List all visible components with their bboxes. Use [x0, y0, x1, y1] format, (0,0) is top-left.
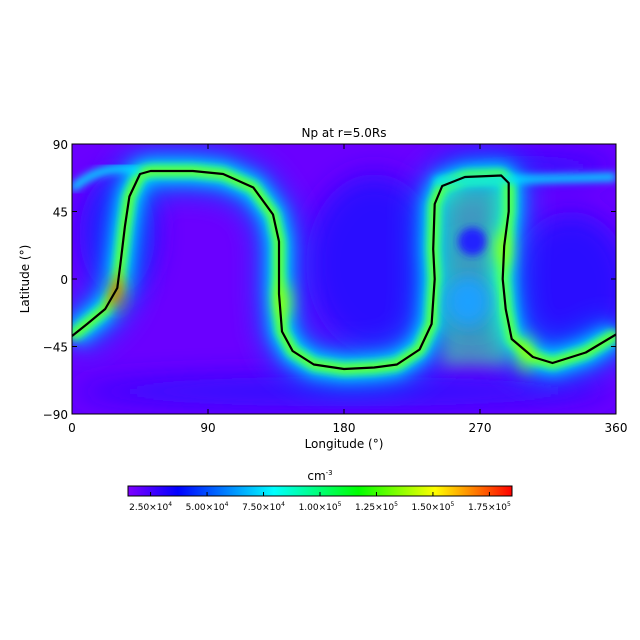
colorbar-label: cm-3	[307, 469, 332, 483]
heatmap-peak	[111, 276, 124, 312]
heatmap-low-region	[458, 227, 487, 256]
contour-line	[72, 169, 616, 371]
colorbar-unit-exponent: -3	[326, 469, 333, 477]
heatmap-low-region	[306, 174, 443, 354]
x-axis-label: Longitude (°)	[305, 437, 384, 451]
heatmap-low-region	[510, 211, 616, 362]
colorbar-tick-mantissa: 7.50×10	[242, 503, 281, 513]
colorbar-tick-exponent: 5	[394, 501, 398, 508]
colorbar-tick-mantissa: 2.50×10	[129, 503, 168, 513]
colorbar-tick-label: 1.00×105	[299, 501, 342, 513]
colorbar-tick-label: 1.75×105	[468, 501, 511, 513]
heatmap-peak	[519, 336, 532, 372]
heatmap-density-band	[72, 164, 616, 193]
heatmap-low-region	[72, 376, 616, 407]
colorbar-tick-exponent: 4	[281, 501, 285, 508]
x-tick-label: 270	[469, 421, 492, 435]
heatmap-low-region	[445, 277, 490, 326]
heatmap-density-band	[442, 186, 509, 366]
chart-title: Np at r=5.0Rs	[302, 126, 387, 140]
y-axis-label: Latitude (°)	[18, 245, 32, 314]
colorbar-tick-label: 5.00×104	[186, 501, 229, 513]
x-tick-label: 90	[200, 421, 215, 435]
x-tick-label: 0	[68, 421, 76, 435]
colorbar: cm-3 2.50×104 5.00×104 7.50×104 1.00×105 1.2…	[127, 469, 513, 513]
x-tick-label: 360	[605, 421, 628, 435]
colorbar-tick-exponent: 5	[507, 501, 511, 508]
colorbar-tick-exponent: 5	[338, 501, 342, 508]
colorbar-unit: cm	[307, 469, 325, 483]
heatmap	[72, 144, 616, 414]
colorbar-tick-label: 2.50×104	[129, 501, 172, 513]
y-tick-label: 45	[53, 206, 68, 220]
y-tick-label: −45	[43, 341, 68, 355]
colorbar-tick-exponent: 4	[225, 501, 229, 508]
y-tick-label: 0	[60, 273, 68, 287]
y-tick-label: 90	[53, 138, 68, 152]
colorbar-tick-mantissa: 1.25×10	[355, 503, 394, 513]
colorbar-tick-exponent: 5	[451, 501, 455, 508]
colorbar-tick-label: 1.50×105	[412, 501, 455, 513]
colorbar-tick-mantissa: 1.50×10	[412, 503, 451, 513]
x-tick-label: 180	[333, 421, 356, 435]
colorbar-tick-mantissa: 1.75×10	[468, 503, 507, 513]
colorbar-tick-mantissa: 5.00×10	[186, 503, 225, 513]
y-tick-label: −90	[43, 408, 68, 422]
colorbar-tick-label: 1.25×105	[355, 501, 398, 513]
colorbar-tick-mantissa: 1.00×10	[299, 503, 338, 513]
colorbar-tick-label: 7.50×104	[242, 501, 285, 513]
colorbar-tick-exponent: 4	[168, 501, 172, 508]
